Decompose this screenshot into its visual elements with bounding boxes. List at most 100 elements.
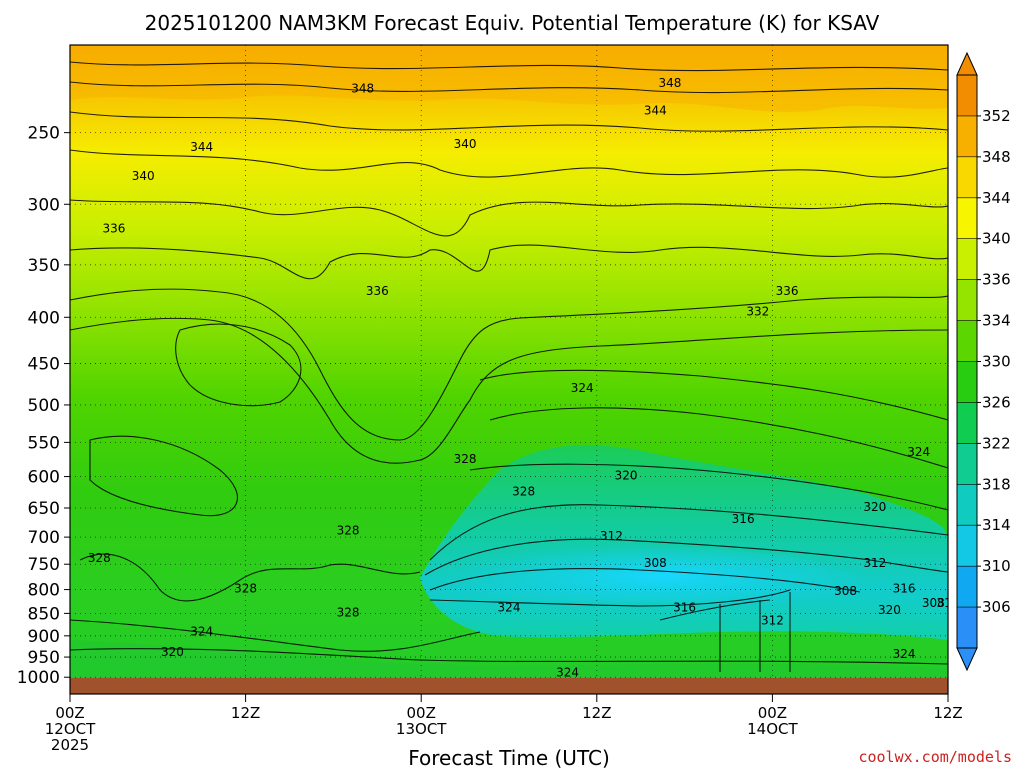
contour-label: 328 <box>234 582 257 596</box>
contour-label-text: 324 <box>498 601 521 615</box>
contour-line <box>424 538 948 576</box>
contour-line <box>70 199 948 237</box>
contour-label-text: 324 <box>571 381 594 395</box>
x-tick-label: 00Z <box>758 704 787 722</box>
contour-label-text: 328 <box>454 452 477 466</box>
x-tick-label: 13OCT <box>396 720 447 738</box>
contour-label-text: 348 <box>351 82 374 96</box>
contour-label-text: 340 <box>454 137 477 151</box>
contour-label-text: 336 <box>776 284 799 298</box>
contour-line <box>429 504 948 561</box>
x-tick-label: 12OCT <box>45 720 96 738</box>
contour-label: 328 <box>454 452 477 466</box>
colorbar-segment <box>957 566 977 608</box>
contour-label-text: 316 <box>893 582 916 596</box>
contour-label: 316 <box>732 512 755 526</box>
contour-line <box>659 599 771 621</box>
credit-text: coolwx.com/models <box>858 748 1012 766</box>
contour-label: 308 <box>922 596 945 610</box>
colorbar-segment <box>957 320 977 362</box>
upper-orange-band <box>70 45 948 112</box>
contour-label: 316 <box>673 601 696 615</box>
contour-label: 328 <box>88 551 111 565</box>
contour-label-text: 344 <box>190 140 213 154</box>
contour-line <box>70 648 948 665</box>
contour-label: 336 <box>366 284 389 298</box>
contour-label: 320 <box>863 500 886 514</box>
colorbar-label: 318 <box>982 475 1011 493</box>
plot-area: 3483483443443403403363363363363323243243… <box>70 45 960 678</box>
contour-line <box>469 463 948 511</box>
contour-label-text: 312 <box>937 596 960 610</box>
contour-label-text: 320 <box>615 469 638 483</box>
x-tick-label: 12Z <box>231 704 260 722</box>
y-tick-label: 400 <box>28 308 60 328</box>
contour-label: 328 <box>337 523 360 537</box>
colorbar-label: 340 <box>982 230 1011 248</box>
contour-line <box>79 553 421 602</box>
contour-label-text: 308 <box>922 596 945 610</box>
colorbar-segment <box>957 607 977 649</box>
contour-label: 320 <box>161 645 184 659</box>
contour-label: 316 <box>893 582 916 596</box>
colorbar-label: 336 <box>982 271 1011 289</box>
contour-line <box>70 81 948 94</box>
cold-core-region <box>445 538 880 607</box>
contour-label-text: 320 <box>878 603 901 617</box>
colorbar-label: 314 <box>982 516 1011 534</box>
x-tick-label: 2025 <box>51 736 89 754</box>
colorbar-segment <box>957 484 977 526</box>
y-axis: 250 300 350 400 450 500 550 600 650 700 750 800 850 9… <box>17 124 70 688</box>
y-tick-label: 450 <box>28 355 60 375</box>
contour-label-text: 316 <box>673 601 696 615</box>
contour-line <box>89 435 238 517</box>
x-tick-label: 00Z <box>55 704 84 722</box>
y-tick-label: 650 <box>28 499 60 519</box>
contour-label-layer: 3483483443443403403363363363363323243243… <box>88 76 960 678</box>
y-tick-label: 950 <box>28 648 60 668</box>
colorbar-label: 306 <box>982 598 1011 616</box>
contour-line <box>70 619 481 652</box>
contour-label-text: 336 <box>366 284 389 298</box>
contour-line <box>70 317 948 464</box>
contour-label: 324 <box>907 445 930 459</box>
colorbar-segment <box>957 279 977 322</box>
colorbar-segment <box>957 402 977 444</box>
contour-label-text: 308 <box>834 584 857 598</box>
contour-line <box>70 149 948 178</box>
contour-label: 324 <box>498 601 521 615</box>
contour-line <box>429 568 861 593</box>
contour-label-text: 324 <box>907 445 930 459</box>
colorbar-bottom-arrow <box>956 647 978 672</box>
contour-label: 328 <box>337 605 360 619</box>
contour-label: 348 <box>659 76 682 90</box>
contour-label: 340 <box>132 169 155 183</box>
colorbar-segment <box>957 75 977 117</box>
y-tick-label: 800 <box>28 581 60 601</box>
contour-label: 324 <box>556 665 579 678</box>
contour-line <box>70 111 948 132</box>
contour-label-text: 328 <box>337 605 360 619</box>
colorbar-label: 322 <box>982 434 1011 452</box>
contour-label-text: 332 <box>746 304 769 318</box>
contour-label-text: 316 <box>732 512 755 526</box>
contour-label-text: 328 <box>88 551 111 565</box>
contour-lines <box>70 61 948 672</box>
contour-label: 344 <box>190 140 213 154</box>
contour-label: 320 <box>878 603 901 617</box>
colorbar-segment <box>957 525 977 567</box>
contour-line <box>175 323 302 407</box>
y-tick-label: 550 <box>28 433 60 453</box>
contour-label: 340 <box>454 137 477 151</box>
terrain-bar <box>70 678 948 694</box>
contour-label-text: 328 <box>337 523 360 537</box>
surface-green-band <box>70 640 948 678</box>
contour-label: 328 <box>512 485 535 499</box>
colorbar-label: 348 <box>982 148 1011 166</box>
contour-label: 324 <box>190 624 213 638</box>
y-tick-label: 350 <box>28 256 60 276</box>
y-tick-label: 500 <box>28 396 60 416</box>
y-tick-label: 250 <box>28 124 60 144</box>
contour-label-text: 312 <box>600 529 623 543</box>
